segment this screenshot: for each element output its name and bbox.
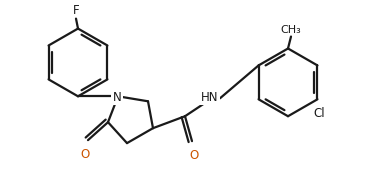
Text: N: N <box>113 91 121 104</box>
Text: HN: HN <box>201 91 219 104</box>
Text: Cl: Cl <box>314 107 325 120</box>
Text: O: O <box>81 148 89 161</box>
Text: O: O <box>189 149 199 162</box>
Text: F: F <box>73 4 79 17</box>
Text: CH₃: CH₃ <box>280 25 301 35</box>
